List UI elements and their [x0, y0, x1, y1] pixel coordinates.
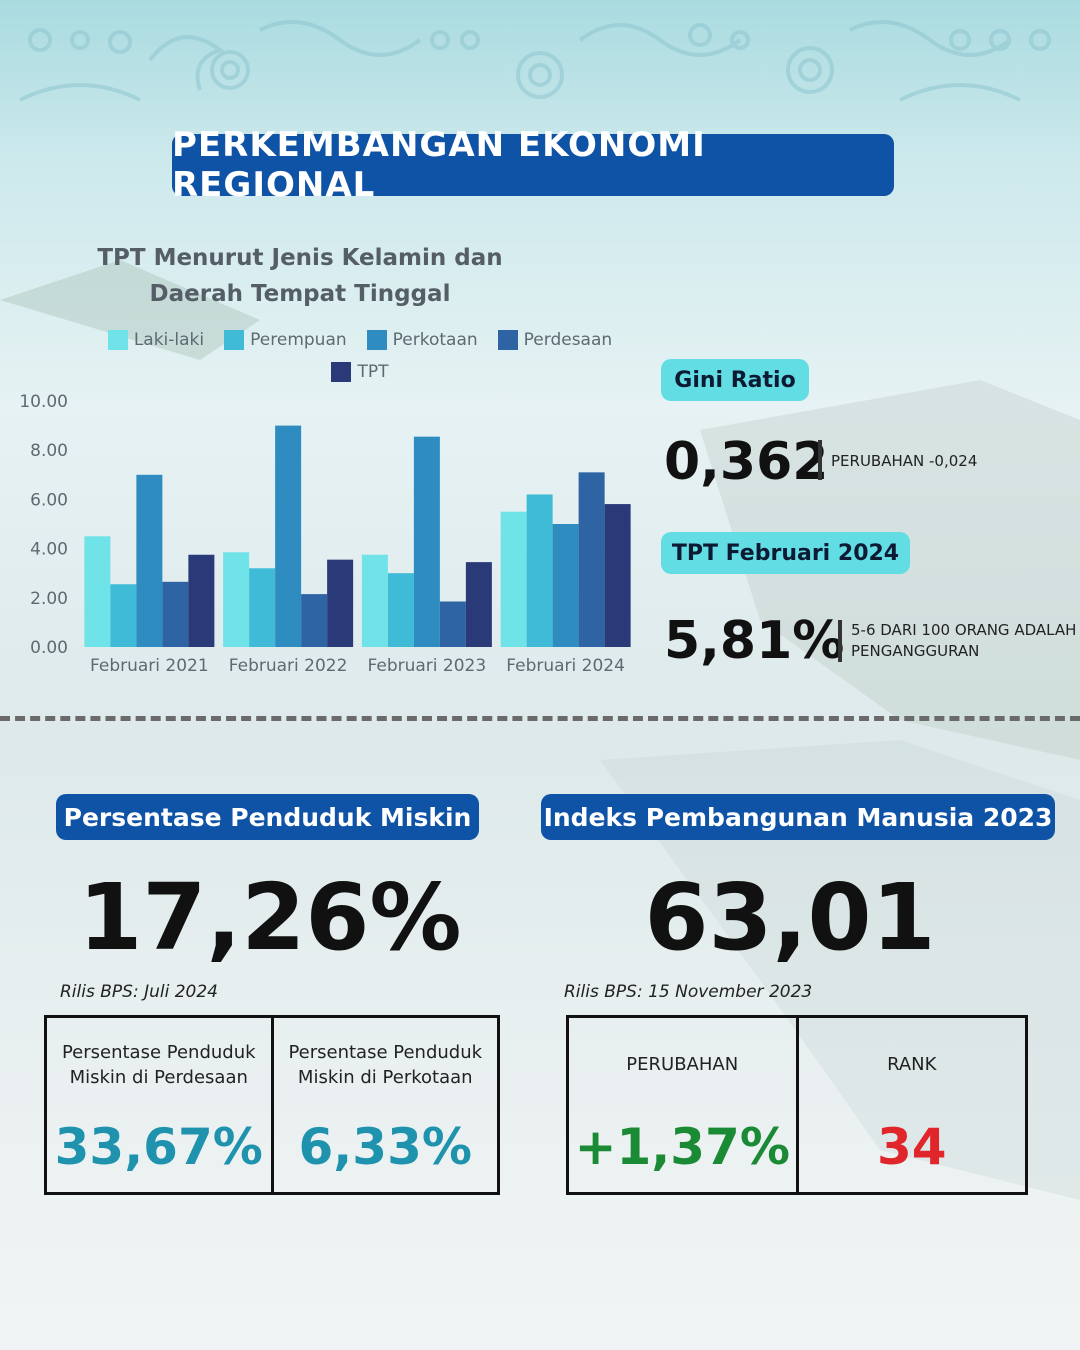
bar-chart: 10.00 8.00 6.00 4.00 2.00 0.00 Februari 2021 Fe… [19, 392, 631, 676]
poverty-breakdown-box: Persentase Penduduk Miskin di Perdesaan … [44, 1015, 500, 1195]
y-tick-label: 2.00 [30, 589, 68, 609]
tpt-feb-2024-value: 5,81% [664, 611, 845, 671]
x-tick-label: Februari 2024 [506, 656, 625, 676]
chart-title: TPT Menurut Jenis Kelamin dan Daerah Tem… [97, 245, 503, 307]
tpt-divider [838, 620, 842, 662]
bar-perkotaan-4 [552, 524, 579, 647]
y-tick-label: 4.00 [30, 540, 68, 560]
poverty-label: Persentase Penduduk Miskin [56, 794, 479, 840]
poverty-rural-cell: Persentase Penduduk Miskin di Perdesaan … [47, 1018, 271, 1192]
chart-legend: Laki-laki Perempuan Perkotaan Perdesaan … [100, 330, 620, 382]
x-tick-label: Februari 2022 [229, 656, 348, 676]
tpt-feb-2024-label: TPT Februari 2024 [661, 532, 910, 574]
gini-divider [818, 440, 822, 480]
hdi-change-label: PERUBAHAN [626, 1054, 739, 1075]
legend-item: Perempuan [224, 330, 347, 350]
bar-perdesaan-1 [162, 581, 189, 647]
bar-perempuan-2 [249, 568, 276, 647]
bar-perkotaan-1 [136, 474, 163, 647]
hdi-release-note: Rilis BPS: 15 November 2023 [564, 982, 813, 1002]
x-tick-label: Februari 2021 [90, 656, 209, 676]
bar-tpt-1 [188, 554, 215, 647]
bar-tpt-2 [327, 559, 354, 647]
poverty-release-note: Rilis BPS: Juli 2024 [60, 982, 218, 1002]
poverty-rural-label: Persentase Penduduk Miskin di Perdesaan [62, 1040, 256, 1096]
legend-label: Perempuan [250, 330, 347, 350]
y-tick-label: 10.00 [19, 392, 68, 412]
hdi-label: Indeks Pembangunan Manusia 2023 [541, 794, 1055, 840]
tpt-note-line-2: PENGANGGURAN [851, 642, 980, 660]
poverty-urban-cell: Persentase Penduduk Miskin di Perkotaan … [270, 1018, 498, 1192]
bar-perdesaan-2 [301, 594, 328, 647]
poverty-urban-label-line-2: Miskin di Perkotaan [297, 1067, 473, 1088]
bar-laki-laki-2 [223, 552, 250, 647]
legend-label: Laki-laki [133, 330, 205, 350]
poverty-rural-label-line-1: Persentase Penduduk [61, 1042, 256, 1063]
poverty-urban-value: 6,33% [298, 1118, 472, 1176]
tpt-note-line-1: 5-6 DARI 100 ORANG ADALAH [851, 621, 1077, 639]
hdi-rank-value: 34 [876, 1118, 947, 1176]
tpt-note: 5-6 DARI 100 ORANG ADALAH PENGANGGURAN [851, 620, 1076, 662]
bar-perkotaan-3 [413, 436, 440, 647]
legend-item: Perkotaan [366, 330, 478, 350]
y-tick-label: 6.00 [30, 490, 68, 510]
bar-laki-laki-3 [361, 554, 388, 647]
legend-label: Perdesaan [523, 330, 613, 350]
hdi-change-value: +1,37% [574, 1118, 790, 1176]
poverty-urban-label-line-1: Persentase Penduduk [288, 1042, 483, 1063]
hdi-change-cell: PERUBAHAN +1,37% [569, 1018, 796, 1192]
y-tick-label: 8.00 [30, 441, 68, 461]
x-tick-label: Februari 2023 [368, 656, 487, 676]
legend-swatch [366, 330, 387, 350]
legend-label: Perkotaan [392, 330, 478, 350]
bar-laki-laki-1 [84, 536, 111, 647]
bar-perempuan-4 [526, 494, 553, 647]
bar-perempuan-1 [110, 584, 137, 647]
section-divider [0, 716, 1080, 721]
hdi-rank-label: RANK [887, 1054, 937, 1075]
y-tick-label: 0.00 [30, 638, 68, 658]
legend-item: TPT [331, 362, 389, 382]
legend-item: Laki-laki [107, 330, 205, 350]
bar-perkotaan-2 [275, 425, 302, 647]
bar-perdesaan-3 [439, 601, 466, 647]
legend-item: Perdesaan [497, 330, 613, 350]
gini-ratio-label: Gini Ratio [661, 359, 809, 401]
legend-swatch [497, 330, 518, 350]
legend-swatch [107, 330, 128, 350]
poverty-urban-label: Persentase Penduduk Miskin di Perkotaan [288, 1040, 482, 1096]
poverty-rural-label-line-2: Miskin di Perdesaan [69, 1067, 248, 1088]
bar-laki-laki-4 [500, 511, 527, 647]
main-title: PERKEMBANGAN EKONOMI REGIONAL [172, 125, 894, 205]
poverty-value: 17,26% [78, 864, 462, 971]
bar-perdesaan-4 [578, 472, 605, 647]
legend-swatch [224, 330, 245, 350]
legend-label: TPT [357, 362, 389, 382]
gini-change-note: PERUBAHAN -0,024 [831, 452, 978, 470]
bar-perempuan-3 [387, 573, 414, 647]
legend-swatch [331, 362, 352, 382]
poverty-rural-value: 33,67% [54, 1118, 263, 1176]
hdi-value: 63,01 [644, 864, 936, 971]
bar-tpt-3 [465, 562, 492, 647]
hdi-breakdown-box: PERUBAHAN +1,37% RANK 34 [566, 1015, 1028, 1195]
bar-tpt-4 [604, 504, 631, 647]
gini-ratio-value: 0,362 [664, 432, 829, 492]
hdi-rank-cell: RANK 34 [795, 1018, 1026, 1192]
